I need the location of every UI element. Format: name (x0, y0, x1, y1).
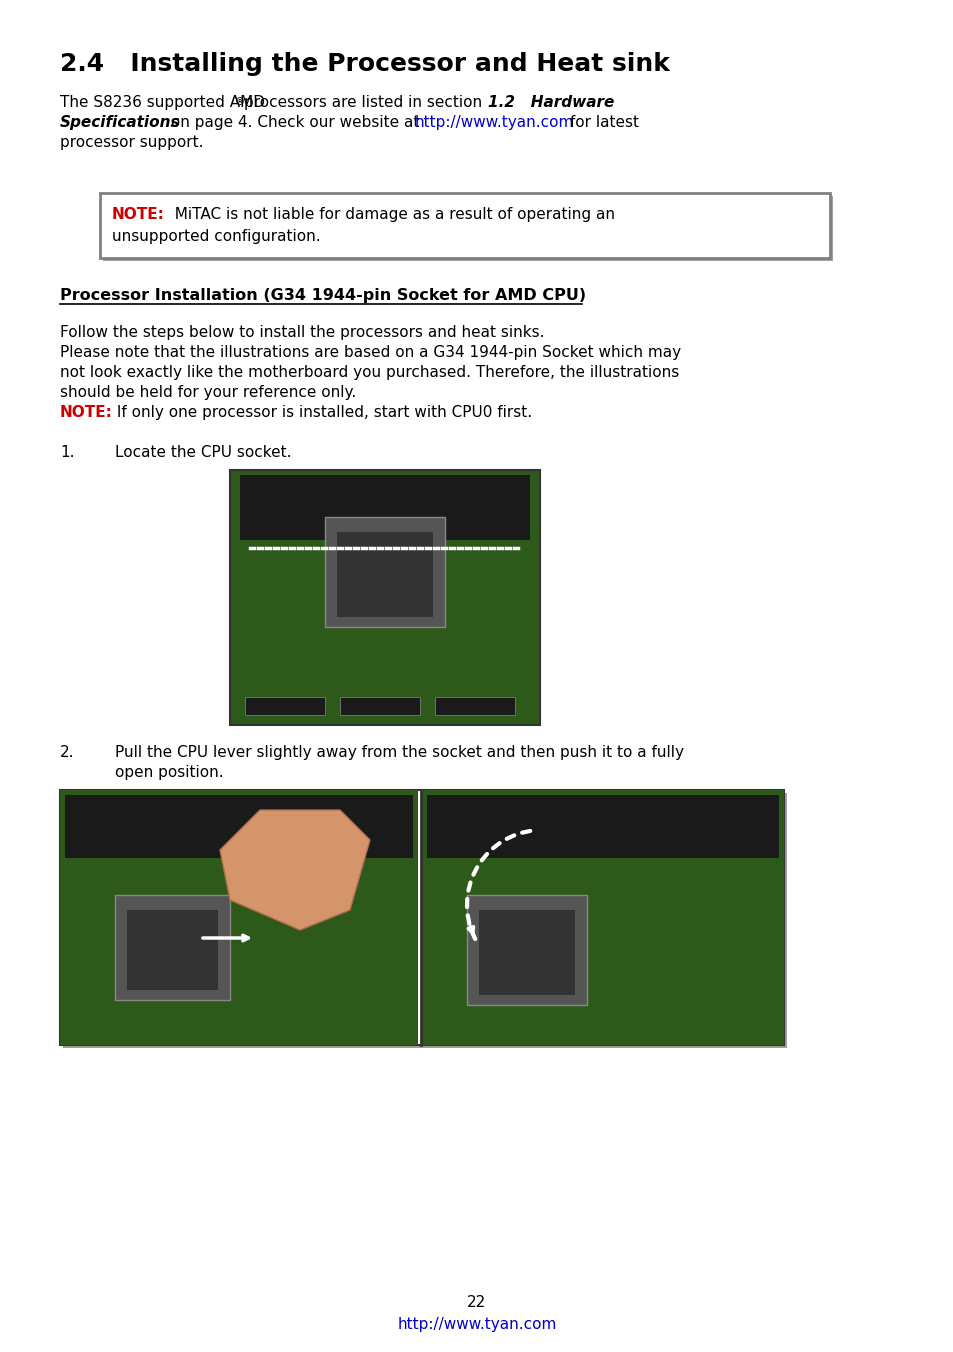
Bar (435, 698, 515, 715)
Text: If only one processor is installed, start with CPU0 first.: If only one processor is installed, star… (112, 406, 532, 420)
FancyBboxPatch shape (100, 193, 829, 258)
FancyBboxPatch shape (65, 795, 413, 859)
Polygon shape (220, 810, 370, 930)
FancyBboxPatch shape (63, 794, 786, 1048)
Text: open position.: open position. (115, 765, 223, 780)
FancyBboxPatch shape (115, 895, 230, 1000)
Text: NOTE:: NOTE: (60, 406, 112, 420)
Text: ®: ® (234, 97, 245, 107)
Text: Locate the CPU socket.: Locate the CPU socket. (115, 445, 292, 460)
Text: Processor Installation (G34 1944-pin Socket for AMD CPU): Processor Installation (G34 1944-pin Soc… (60, 288, 585, 303)
FancyBboxPatch shape (427, 795, 779, 859)
FancyBboxPatch shape (240, 475, 530, 539)
FancyBboxPatch shape (421, 790, 783, 1045)
Text: 2.4   Installing the Processor and Heat sink: 2.4 Installing the Processor and Heat si… (60, 51, 669, 76)
FancyBboxPatch shape (60, 790, 783, 1045)
Text: Please note that the illustrations are based on a G34 1944-pin Socket which may: Please note that the illustrations are b… (60, 345, 680, 360)
Text: on page 4. Check our website at: on page 4. Check our website at (166, 115, 424, 130)
FancyBboxPatch shape (230, 470, 539, 725)
Text: not look exactly like the motherboard you purchased. Therefore, the illustration: not look exactly like the motherboard yo… (60, 365, 679, 380)
Text: unsupported configuration.: unsupported configuration. (112, 228, 320, 243)
Text: 1.: 1. (60, 445, 74, 460)
Text: MiTAC is not liable for damage as a result of operating an: MiTAC is not liable for damage as a resu… (165, 207, 615, 222)
FancyBboxPatch shape (325, 516, 444, 627)
Text: http://www.tyan.com: http://www.tyan.com (396, 1317, 557, 1332)
Text: NOTE:: NOTE: (112, 207, 165, 222)
Text: processor support.: processor support. (60, 135, 203, 150)
FancyBboxPatch shape (60, 790, 417, 1045)
Text: Specifications: Specifications (60, 115, 180, 130)
Text: 2.: 2. (60, 745, 74, 760)
FancyBboxPatch shape (127, 910, 218, 990)
Text: Follow the steps below to install the processors and heat sinks.: Follow the steps below to install the pr… (60, 324, 544, 339)
Text: The S8236 supported AMD: The S8236 supported AMD (60, 95, 265, 110)
FancyBboxPatch shape (103, 196, 832, 261)
FancyBboxPatch shape (478, 910, 575, 995)
Text: for latest: for latest (564, 115, 639, 130)
Text: processors are listed in section: processors are listed in section (244, 95, 486, 110)
Text: http://www.tyan.com: http://www.tyan.com (415, 115, 574, 130)
Bar (245, 698, 325, 715)
Text: 22: 22 (467, 1295, 486, 1310)
Text: 1.2   Hardware: 1.2 Hardware (488, 95, 614, 110)
Text: should be held for your reference only.: should be held for your reference only. (60, 385, 355, 400)
Bar (339, 698, 419, 715)
Text: Pull the CPU lever slightly away from the socket and then push it to a fully: Pull the CPU lever slightly away from th… (115, 745, 683, 760)
FancyBboxPatch shape (467, 895, 586, 1005)
FancyBboxPatch shape (336, 531, 433, 617)
